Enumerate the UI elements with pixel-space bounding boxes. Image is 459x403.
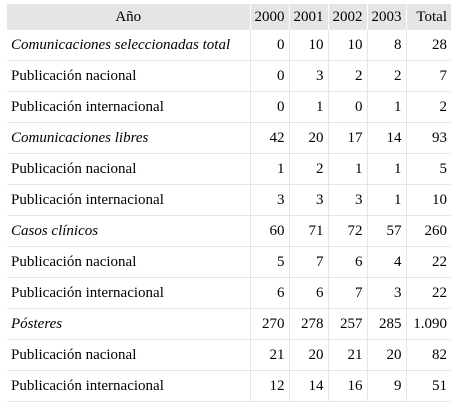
- cell-2001: 3: [289, 184, 329, 216]
- table-body: Comunicaciones seleccionadas total 0 10 10 8…: [7, 30, 451, 402]
- row-label: Publicación nacional: [7, 153, 251, 185]
- cell-2003: 20: [367, 339, 407, 371]
- header-2002: 2002: [328, 4, 368, 30]
- cell-2000: 42: [250, 122, 290, 154]
- cell-2003: 1: [367, 153, 407, 185]
- row-label: Publicación internacional: [7, 370, 251, 402]
- row-label: Publicación nacional: [7, 246, 251, 278]
- cell-2002: 17: [328, 122, 368, 154]
- header-2001: 2001: [289, 4, 329, 30]
- cell-total: 2: [406, 91, 451, 123]
- header-year-label: Año: [7, 4, 251, 30]
- cell-2003: 4: [367, 246, 407, 278]
- cell-2001: 20: [289, 122, 329, 154]
- cell-2003: 3: [367, 277, 407, 309]
- cell-2001: 14: [289, 370, 329, 402]
- cell-total: 7: [406, 60, 451, 92]
- cell-2003: 285: [367, 308, 407, 340]
- cell-2001: 2: [289, 153, 329, 185]
- cell-total: 1.090: [406, 308, 451, 340]
- table-row: Publicación internacional 0 1 0 1 2: [7, 91, 451, 123]
- table-row: Publicación internacional 3 3 3 1 10: [7, 184, 451, 216]
- row-label: Publicación nacional: [7, 339, 251, 371]
- table-row: Publicación nacional 1 2 1 1 5: [7, 153, 451, 185]
- cell-2000: 0: [250, 30, 290, 61]
- table-row: Publicación nacional 5 7 6 4 22: [7, 246, 451, 278]
- header-2003: 2003: [367, 4, 407, 30]
- cell-2001: 278: [289, 308, 329, 340]
- cell-total: 93: [406, 122, 451, 154]
- table-row: Publicación nacional 0 3 2 2 7: [7, 60, 451, 92]
- cell-2003: 1: [367, 184, 407, 216]
- cell-2001: 6: [289, 277, 329, 309]
- cell-2003: 1: [367, 91, 407, 123]
- cell-2000: 12: [250, 370, 290, 402]
- table-row-section: Pósteres 270 278 257 285 1.090: [7, 308, 451, 340]
- cell-2003: 57: [367, 215, 407, 247]
- row-label: Comunicaciones libres: [7, 122, 251, 154]
- row-label: Casos clínicos: [7, 215, 251, 247]
- header-row: Año 2000 2001 2002 2003 Total: [7, 4, 451, 30]
- cell-2000: 5: [250, 246, 290, 278]
- header-total: Total: [406, 4, 451, 30]
- cell-2002: 1: [328, 153, 368, 185]
- row-label: Comunicaciones seleccionadas total: [7, 30, 251, 61]
- cell-2003: 9: [367, 370, 407, 402]
- cell-2000: 6: [250, 277, 290, 309]
- cell-2000: 0: [250, 60, 290, 92]
- cell-total: 82: [406, 339, 451, 371]
- table-row-section: Comunicaciones seleccionadas total 0 10 10 8…: [7, 30, 451, 61]
- row-label: Pósteres: [7, 308, 251, 340]
- cell-2003: 8: [367, 30, 407, 61]
- cell-2002: 10: [328, 30, 368, 61]
- cell-2003: 14: [367, 122, 407, 154]
- cell-total: 51: [406, 370, 451, 402]
- cell-2000: 21: [250, 339, 290, 371]
- cell-2000: 3: [250, 184, 290, 216]
- table-row: Publicación internacional 6 6 7 3 22: [7, 277, 451, 309]
- cell-2000: 270: [250, 308, 290, 340]
- cell-2000: 0: [250, 91, 290, 123]
- cell-2002: 72: [328, 215, 368, 247]
- cell-total: 22: [406, 246, 451, 278]
- table-row-section: Casos clínicos 60 71 72 57 260: [7, 215, 451, 247]
- cell-2002: 3: [328, 184, 368, 216]
- cell-2002: 0: [328, 91, 368, 123]
- table-header: Año 2000 2001 2002 2003 Total: [7, 4, 451, 30]
- cell-2001: 3: [289, 60, 329, 92]
- cell-total: 28: [406, 30, 451, 61]
- cell-2003: 2: [367, 60, 407, 92]
- cell-2001: 7: [289, 246, 329, 278]
- header-2000: 2000: [250, 4, 290, 30]
- cell-2002: 21: [328, 339, 368, 371]
- row-label: Publicación internacional: [7, 91, 251, 123]
- row-label: Publicación internacional: [7, 277, 251, 309]
- cell-2000: 60: [250, 215, 290, 247]
- cell-total: 5: [406, 153, 451, 185]
- row-label: Publicación nacional: [7, 60, 251, 92]
- cell-2002: 2: [328, 60, 368, 92]
- table-row: Publicación internacional 12 14 16 9 51: [7, 370, 451, 402]
- cell-2002: 257: [328, 308, 368, 340]
- cell-2002: 7: [328, 277, 368, 309]
- cell-2001: 71: [289, 215, 329, 247]
- cell-2001: 1: [289, 91, 329, 123]
- cell-2001: 10: [289, 30, 329, 61]
- table-row: Publicación nacional 21 20 21 20 82: [7, 339, 451, 371]
- cell-2001: 20: [289, 339, 329, 371]
- cell-total: 22: [406, 277, 451, 309]
- row-label: Publicación internacional: [7, 184, 251, 216]
- cell-total: 260: [406, 215, 451, 247]
- table-row-section: Comunicaciones libres 42 20 17 14 93: [7, 122, 451, 154]
- cell-total: 10: [406, 184, 451, 216]
- cell-2000: 1: [250, 153, 290, 185]
- publications-table: Año 2000 2001 2002 2003 Total Comunicaci…: [7, 4, 451, 402]
- cell-2002: 16: [328, 370, 368, 402]
- cell-2002: 6: [328, 246, 368, 278]
